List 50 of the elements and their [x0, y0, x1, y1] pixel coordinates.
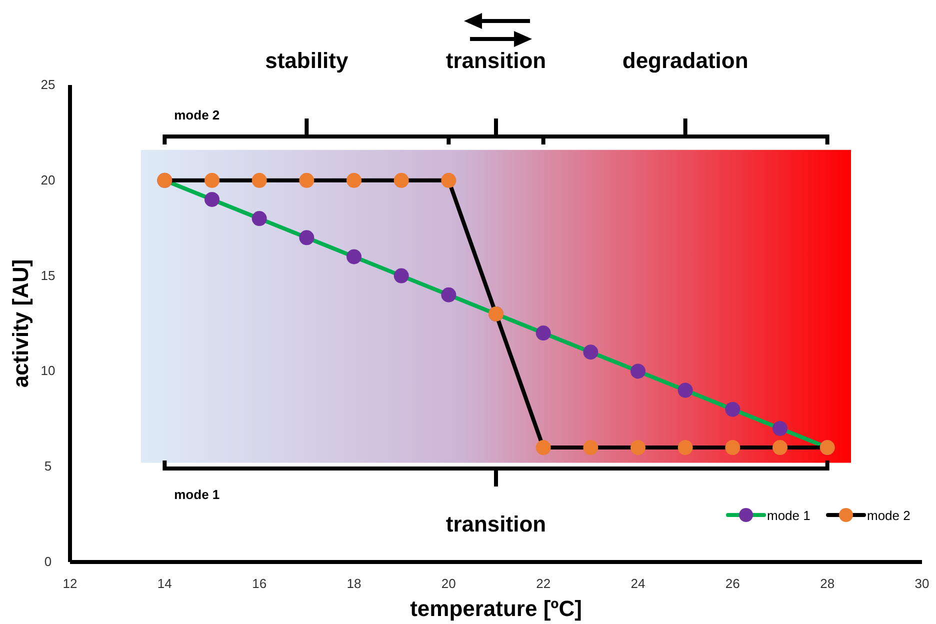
point [441, 172, 456, 188]
point [204, 172, 220, 188]
y-tick-label: 10 [40, 363, 56, 378]
point [678, 440, 693, 456]
point [536, 440, 551, 456]
x-tick-label: 26 [725, 576, 740, 591]
point [346, 249, 362, 264]
point [772, 420, 788, 436]
point [536, 326, 551, 341]
legend-label: mode 1 [767, 508, 810, 523]
x-axis-title: temperature [ºC] [410, 596, 582, 621]
point [204, 192, 220, 207]
y-tick-label: 15 [40, 268, 56, 283]
point [583, 440, 598, 456]
point [394, 172, 409, 188]
y-tick-label: 20 [40, 172, 56, 188]
point [725, 402, 740, 417]
point [630, 440, 646, 456]
x-tick-label: 18 [346, 576, 362, 591]
point [299, 172, 314, 188]
text: stability [265, 48, 349, 73]
point [252, 211, 267, 226]
y-axis-title: activity [AU] [8, 259, 33, 388]
y-tick-label: 25 [40, 77, 56, 92]
annotation: mode 2 [174, 107, 220, 122]
text: degradation [622, 48, 748, 73]
point [678, 382, 693, 398]
point [252, 172, 267, 188]
point [346, 172, 362, 188]
point [299, 230, 314, 246]
point [394, 268, 409, 284]
legend-label: mode 2 [867, 508, 910, 523]
point [772, 440, 788, 456]
x-tick-label: 12 [62, 576, 78, 591]
annotation: mode 1 [174, 487, 220, 502]
x-tick-label: 30 [914, 576, 930, 591]
x-tick-label: 16 [252, 576, 267, 591]
y-tick-label: 0 [44, 554, 52, 569]
text: transition [446, 48, 546, 73]
x-tick-label: 28 [820, 576, 835, 591]
x-tick-label: 14 [157, 576, 172, 591]
y-tick-label: 5 [44, 458, 52, 474]
x-tick-label: 20 [441, 576, 456, 591]
point [725, 440, 740, 456]
x-tick-label: 22 [536, 576, 551, 591]
x-tick-label: 24 [630, 576, 646, 591]
point [441, 287, 456, 302]
annotation: transition [446, 511, 546, 536]
point [630, 364, 646, 379]
point [583, 344, 598, 360]
